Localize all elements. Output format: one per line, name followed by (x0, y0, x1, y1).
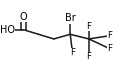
Text: F: F (70, 48, 75, 57)
Text: Br: Br (65, 13, 76, 23)
Text: F: F (86, 52, 91, 61)
Text: F: F (86, 22, 91, 31)
Text: HO: HO (0, 25, 15, 35)
Text: F: F (108, 31, 112, 40)
Text: O: O (20, 11, 27, 22)
Text: F: F (108, 44, 112, 53)
